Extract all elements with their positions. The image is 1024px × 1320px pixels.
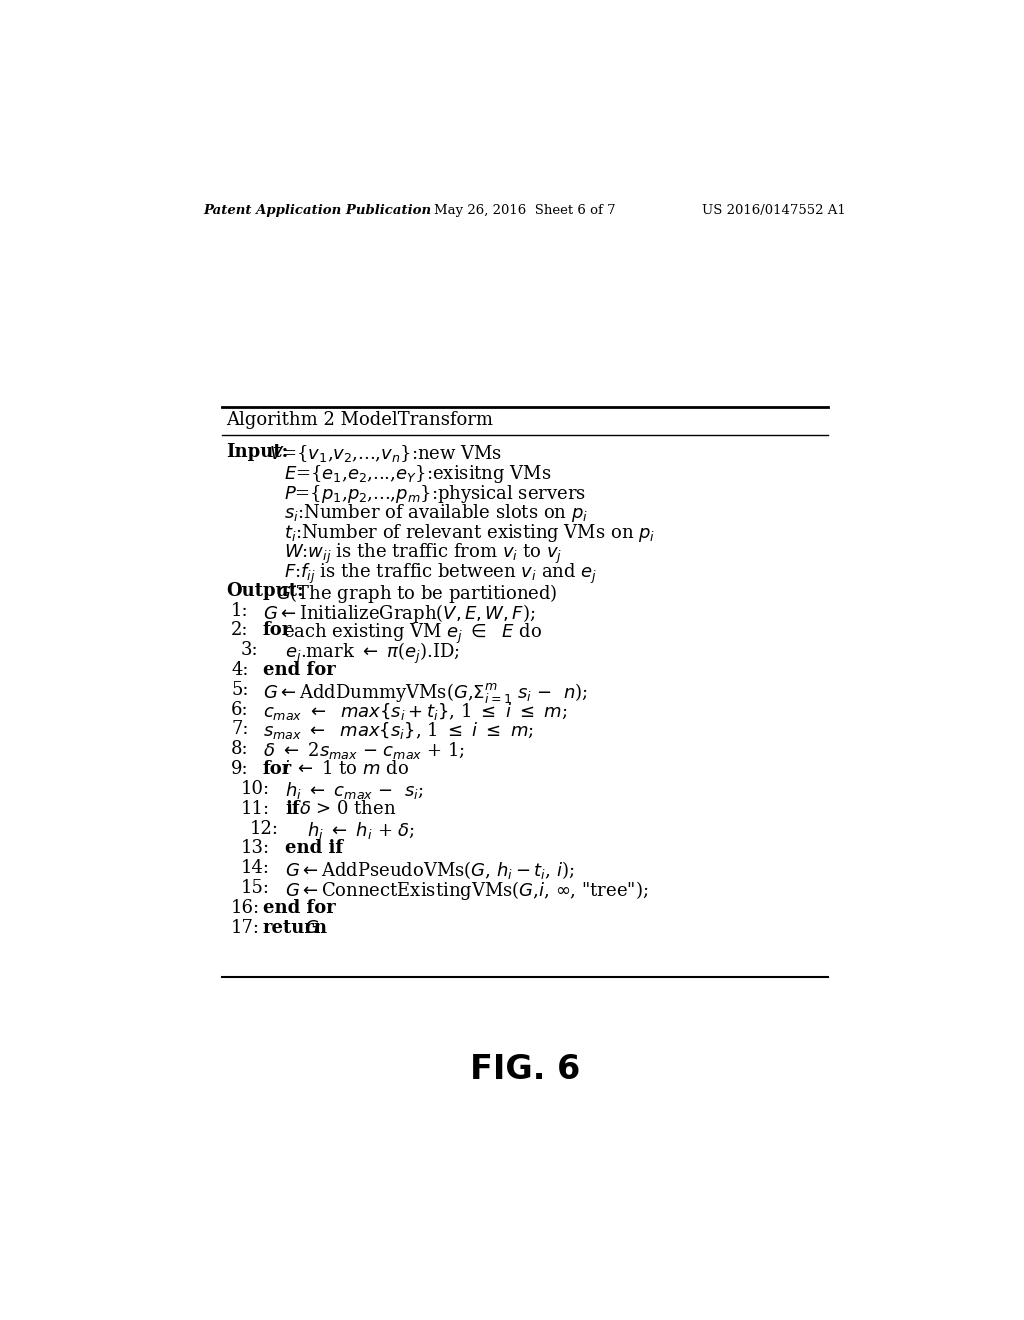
Text: end if: end if [285,840,343,858]
Text: $e_j$.mark $\leftarrow$ $\pi$($e_j$).ID;: $e_j$.mark $\leftarrow$ $\pi$($e_j$).ID; [285,642,460,667]
Text: 5:: 5: [231,681,249,698]
Text: FIG. 6: FIG. 6 [470,1053,580,1086]
Text: $W$:$w_{ij}$ is the traffic from $v_i$ to $v_j$: $W$:$w_{ij}$ is the traffic from $v_i$ t… [284,543,562,566]
Text: $V$={$v_1$,$v_2$,...,$v_n$}:new VMs: $V$={$v_1$,$v_2$,...,$v_n$}:new VMs [269,444,503,465]
Text: $F$:$f_{ij}$ is the traffic between $v_i$ and $e_j$: $F$:$f_{ij}$ is the traffic between $v_i… [284,562,597,586]
Text: 12:: 12: [250,820,280,838]
Text: 16:: 16: [231,899,260,917]
Text: 1:: 1: [231,602,249,619]
Text: 14:: 14: [241,859,269,878]
Text: end for: end for [263,661,336,678]
Text: $G\leftarrow$AddDummyVMs($G$,$\Sigma_{i=1}^{m}$ $s_i$ $-$  $n$);: $G\leftarrow$AddDummyVMs($G$,$\Sigma_{i=… [263,681,588,705]
Text: 17:: 17: [231,919,260,937]
Text: $E$={$e_1$,$e_2$,...,$e_Y$}:exisitng VMs: $E$={$e_1$,$e_2$,...,$e_Y$}:exisitng VMs [284,463,551,484]
Text: Input:: Input: [226,444,289,461]
Text: May 26, 2016  Sheet 6 of 7: May 26, 2016 Sheet 6 of 7 [434,205,615,216]
Text: end for: end for [263,899,336,917]
Text: $G\leftarrow$InitializeGraph($V,E,W,F$);: $G\leftarrow$InitializeGraph($V,E,W,F$); [263,602,536,624]
Text: for: for [263,622,292,639]
Text: $G$: $G$ [304,919,319,937]
Text: $G\leftarrow$AddPseudoVMs($G$, $h_i - t_i$, $i$);: $G\leftarrow$AddPseudoVMs($G$, $h_i - t_… [285,859,574,882]
Text: each existing VM $e_j$ $\in$  $E$ do: each existing VM $e_j$ $\in$ $E$ do [283,622,542,645]
Text: 9:: 9: [231,760,249,777]
Text: $h_i$ $\leftarrow$ $c_{max}$ $-$  $s_i$;: $h_i$ $\leftarrow$ $c_{max}$ $-$ $s_i$; [285,780,424,801]
Text: $s_i$:Number of available slots on $p_i$: $s_i$:Number of available slots on $p_i$ [284,503,588,524]
Text: 11:: 11: [241,800,269,818]
Text: 10:: 10: [241,780,269,797]
Text: $c_{max}$ $\leftarrow$  $max\{s_i + t_i\}$, 1 $\leq$ $i$ $\leq$ $m$;: $c_{max}$ $\leftarrow$ $max\{s_i + t_i\}… [263,701,567,722]
Text: 6:: 6: [231,701,249,718]
Text: 8:: 8: [231,741,249,758]
Text: 13:: 13: [241,840,269,858]
Text: 15:: 15: [241,879,269,898]
Text: $P$={$p_1$,$p_2$,...,$p_m$}:physical servers: $P$={$p_1$,$p_2$,...,$p_m$}:physical ser… [284,483,586,504]
Text: if: if [285,800,300,818]
Text: 3:: 3: [241,642,258,659]
Text: Output:: Output: [226,582,304,599]
Text: $i$ $\leftarrow$ 1 to $m$ do: $i$ $\leftarrow$ 1 to $m$ do [283,760,409,777]
Text: $t_i$:Number of relevant existing VMs on $p_i$: $t_i$:Number of relevant existing VMs on… [284,523,655,544]
Text: Patent Application Publication: Patent Application Publication [204,205,431,216]
Text: $\delta$ $\leftarrow$ 2$s_{max}$ $-$ $c_{max}$ + 1;: $\delta$ $\leftarrow$ 2$s_{max}$ $-$ $c_… [263,741,465,762]
Text: $G$(The graph to be partitioned): $G$(The graph to be partitioned) [275,582,557,605]
Text: for: for [263,760,292,777]
Text: $G\leftarrow$ConnectExistingVMs($G$,$i$, $\infty$, "tree");: $G\leftarrow$ConnectExistingVMs($G$,$i$,… [285,879,648,902]
Text: $\delta$ > 0 then: $\delta$ > 0 then [299,800,396,818]
Text: return: return [263,919,328,937]
Text: 7:: 7: [231,721,249,738]
Text: US 2016/0147552 A1: US 2016/0147552 A1 [702,205,846,216]
Text: $s_{max}$ $\leftarrow$  $max\{s_i\}$, 1 $\leq$ $i$ $\leq$ $m$;: $s_{max}$ $\leftarrow$ $max\{s_i\}$, 1 $… [263,721,534,742]
Text: 4:: 4: [231,661,249,678]
Text: $h_i$ $\leftarrow$ $h_i$ + $\delta$;: $h_i$ $\leftarrow$ $h_i$ + $\delta$; [307,820,416,841]
Text: Algorithm 2 ModelTransform: Algorithm 2 ModelTransform [225,412,493,429]
Text: 2:: 2: [231,622,249,639]
